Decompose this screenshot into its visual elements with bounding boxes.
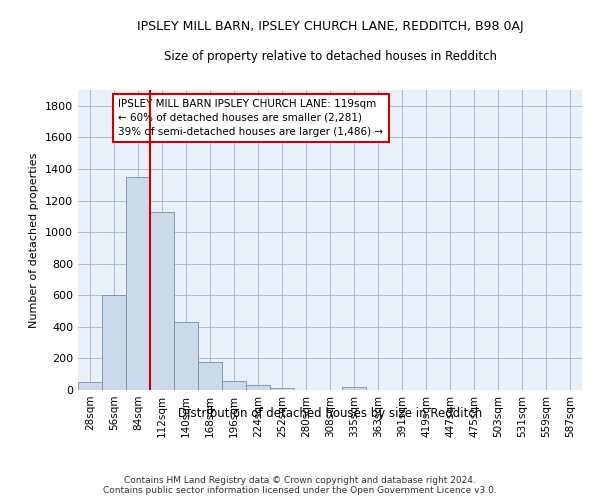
Text: IPSLEY MILL BARN, IPSLEY CHURCH LANE, REDDITCH, B98 0AJ: IPSLEY MILL BARN, IPSLEY CHURCH LANE, RE…: [137, 20, 523, 33]
Bar: [150, 212, 174, 390]
Text: Distribution of detached houses by size in Redditch: Distribution of detached houses by size …: [178, 408, 482, 420]
Bar: [174, 322, 198, 390]
Bar: [222, 382, 246, 390]
Text: Contains HM Land Registry data © Crown copyright and database right 2024.
Contai: Contains HM Land Registry data © Crown c…: [103, 476, 497, 495]
Bar: [198, 362, 222, 390]
Bar: [126, 177, 150, 390]
Text: Size of property relative to detached houses in Redditch: Size of property relative to detached ho…: [163, 50, 497, 63]
Bar: [102, 296, 126, 390]
Y-axis label: Number of detached properties: Number of detached properties: [29, 152, 40, 328]
Bar: [342, 387, 366, 390]
Bar: [78, 382, 102, 390]
Bar: [246, 386, 270, 390]
Text: IPSLEY MILL BARN IPSLEY CHURCH LANE: 119sqm
← 60% of detached houses are smaller: IPSLEY MILL BARN IPSLEY CHURCH LANE: 119…: [118, 99, 383, 137]
Bar: [270, 388, 294, 390]
